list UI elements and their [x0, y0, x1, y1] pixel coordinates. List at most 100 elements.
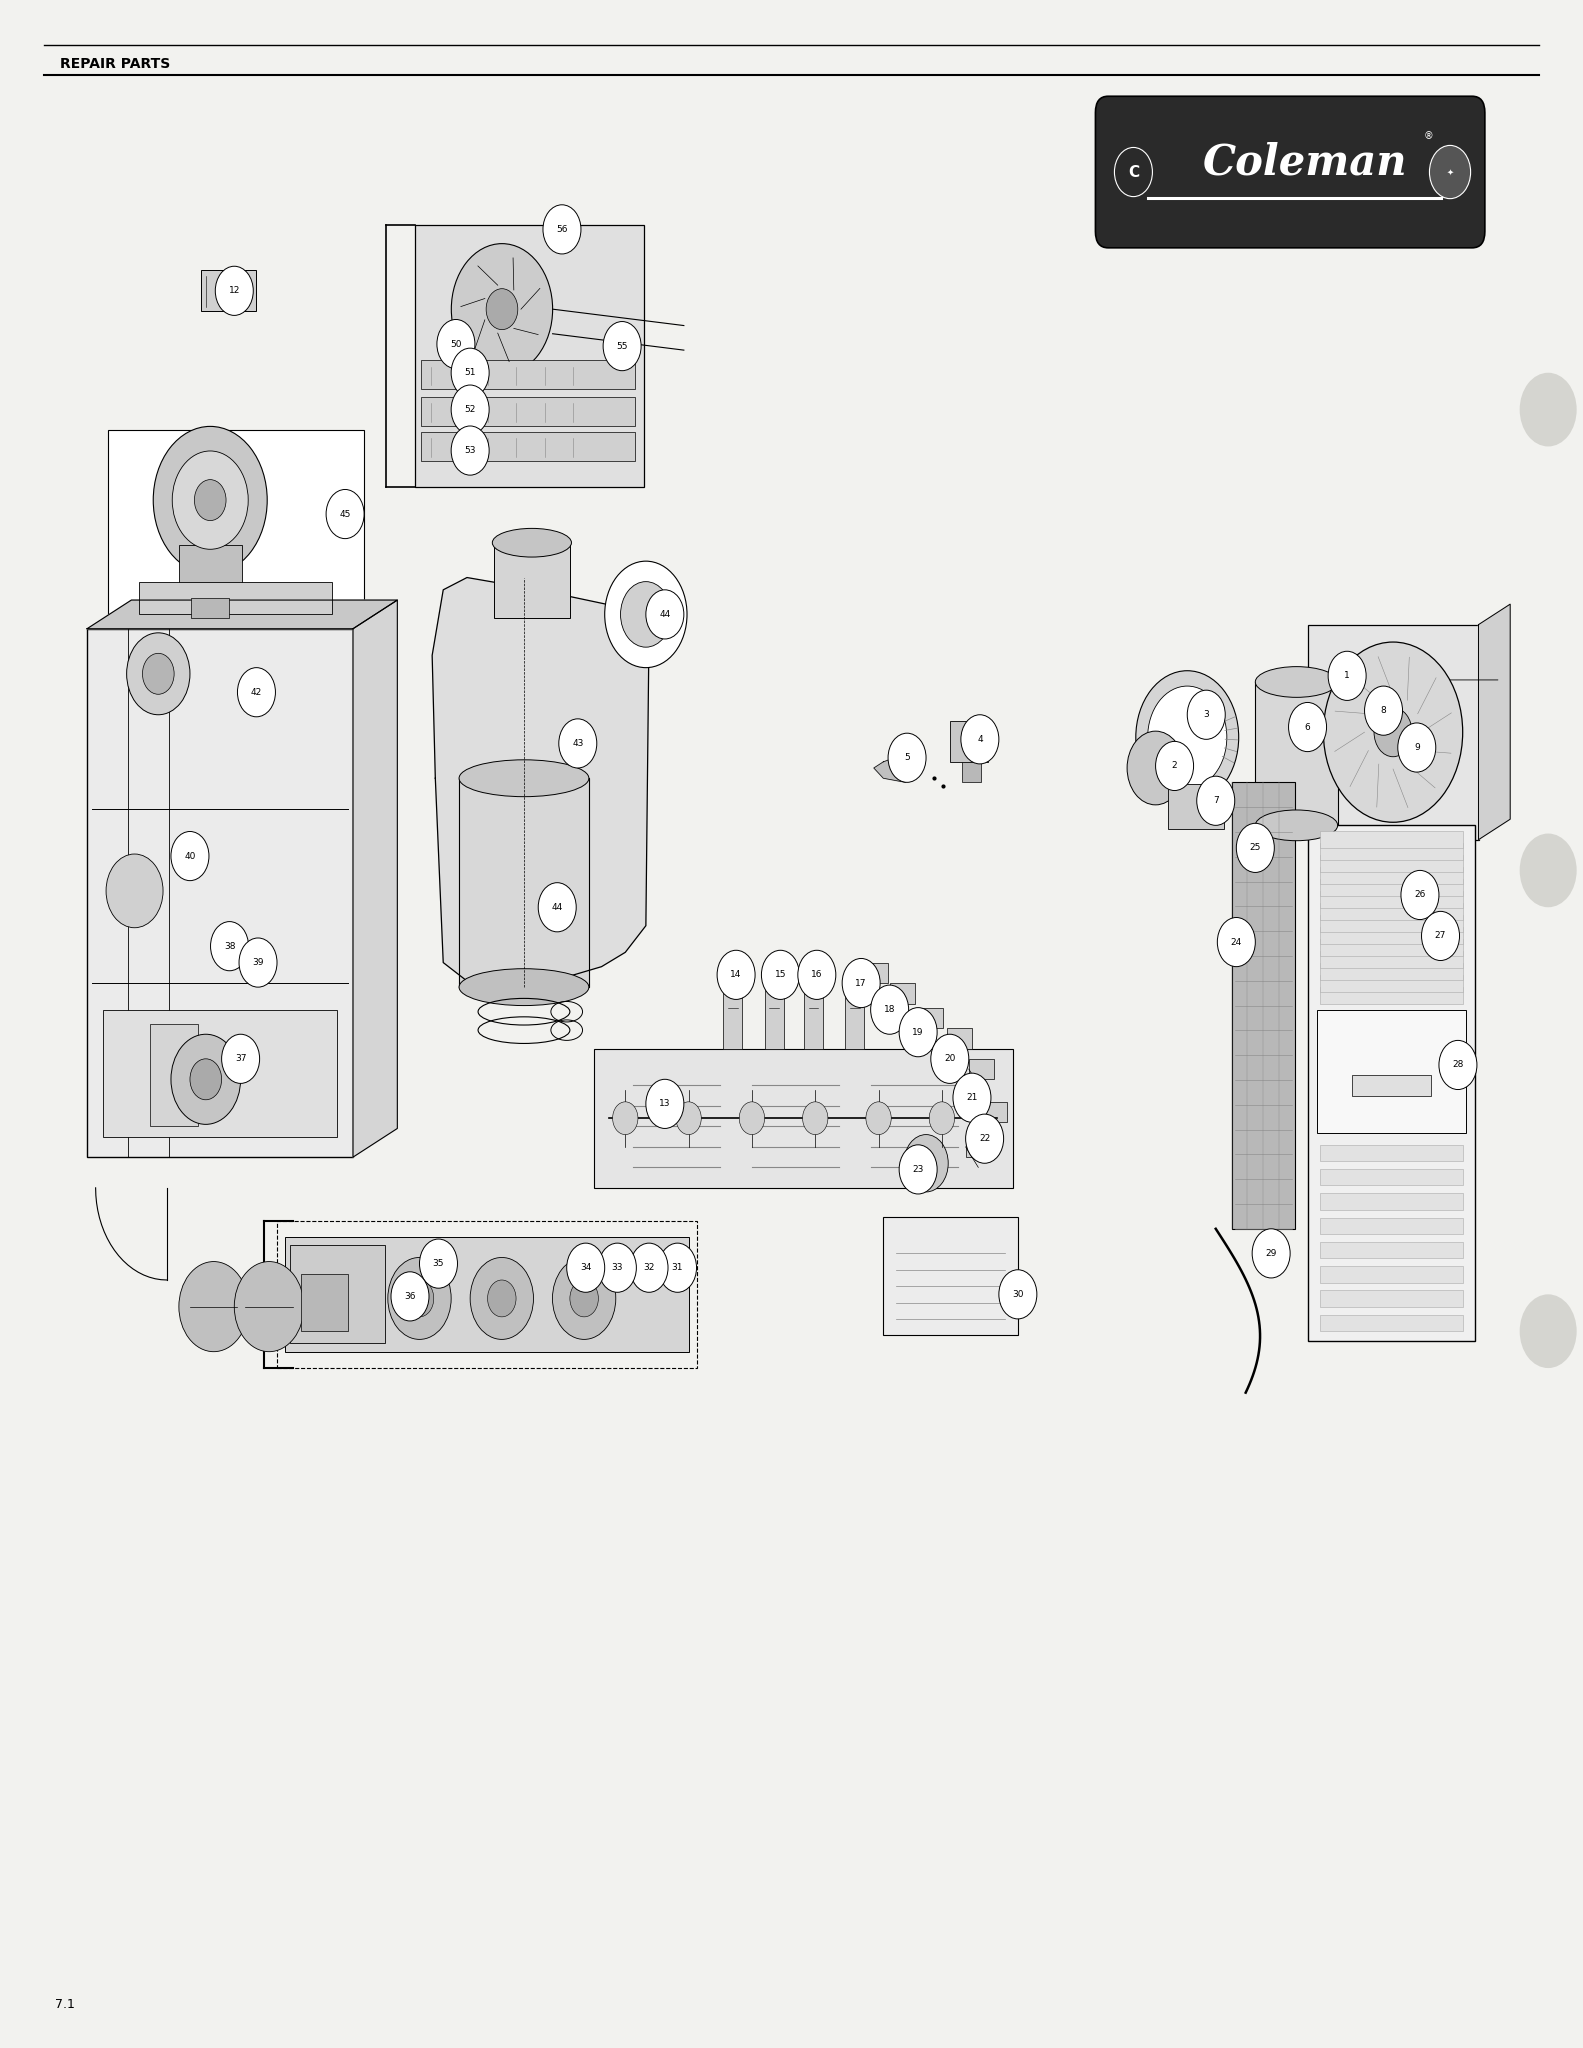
Circle shape: [106, 854, 163, 928]
Circle shape: [190, 1059, 222, 1100]
Bar: [201, 270, 256, 311]
Ellipse shape: [492, 528, 571, 557]
Bar: [969, 1059, 994, 1079]
Text: 2: 2: [1171, 762, 1178, 770]
Circle shape: [1289, 702, 1327, 752]
Circle shape: [842, 958, 880, 1008]
Text: 22: 22: [978, 1135, 991, 1143]
Ellipse shape: [1135, 672, 1238, 803]
Text: 23: 23: [912, 1165, 924, 1174]
Bar: [845, 977, 864, 1049]
Bar: [1317, 1010, 1466, 1133]
Text: 53: 53: [464, 446, 476, 455]
Circle shape: [899, 1008, 937, 1057]
Bar: [1320, 928, 1463, 944]
Bar: [1320, 915, 1463, 932]
Bar: [962, 762, 981, 782]
Bar: [1320, 1315, 1463, 1331]
FancyBboxPatch shape: [1095, 96, 1485, 248]
Text: 7.1: 7.1: [55, 1999, 76, 2011]
Circle shape: [1429, 145, 1471, 199]
Text: 56: 56: [556, 225, 568, 233]
Bar: [950, 721, 988, 762]
Text: 30: 30: [1012, 1290, 1024, 1298]
Bar: [1320, 940, 1463, 956]
Text: 45: 45: [339, 510, 351, 518]
Bar: [494, 541, 570, 618]
Bar: [277, 1221, 697, 1368]
Text: ✦: ✦: [1447, 168, 1453, 176]
Bar: [1320, 866, 1463, 883]
Bar: [415, 225, 644, 487]
Text: 1: 1: [1344, 672, 1350, 680]
Bar: [723, 977, 742, 1049]
Circle shape: [739, 1102, 765, 1135]
Bar: [1320, 1145, 1463, 1161]
Bar: [421, 432, 635, 461]
Bar: [981, 1102, 1007, 1122]
Bar: [918, 1008, 943, 1028]
Text: ®: ®: [1423, 131, 1433, 141]
Text: Coleman: Coleman: [1203, 141, 1407, 184]
Ellipse shape: [1255, 668, 1338, 696]
Text: 39: 39: [252, 958, 264, 967]
Circle shape: [871, 985, 909, 1034]
Bar: [1320, 950, 1463, 967]
Bar: [1308, 625, 1479, 840]
Text: 15: 15: [774, 971, 787, 979]
Bar: [1320, 1169, 1463, 1186]
Bar: [1320, 975, 1463, 991]
Text: 4: 4: [977, 735, 983, 743]
Bar: [1320, 1266, 1463, 1282]
Text: 27: 27: [1434, 932, 1447, 940]
Text: 24: 24: [1230, 938, 1243, 946]
Text: C: C: [1127, 164, 1140, 180]
Bar: [594, 1049, 1013, 1188]
Circle shape: [552, 1257, 616, 1339]
Circle shape: [621, 582, 671, 647]
Text: 17: 17: [855, 979, 867, 987]
Polygon shape: [874, 754, 918, 782]
Circle shape: [1197, 776, 1235, 825]
Text: 32: 32: [643, 1264, 655, 1272]
Bar: [103, 1010, 337, 1137]
Circle shape: [646, 590, 684, 639]
Text: 12: 12: [228, 287, 241, 295]
Circle shape: [1439, 1040, 1477, 1090]
Circle shape: [1374, 709, 1412, 758]
Bar: [1320, 1217, 1463, 1233]
Text: REPAIR PARTS: REPAIR PARTS: [60, 57, 171, 72]
Circle shape: [1520, 373, 1577, 446]
Circle shape: [1365, 686, 1403, 735]
Circle shape: [451, 385, 489, 434]
Polygon shape: [87, 600, 397, 629]
Circle shape: [966, 1114, 1004, 1163]
Bar: [890, 983, 915, 1004]
Circle shape: [961, 715, 999, 764]
Ellipse shape: [459, 969, 589, 1006]
Text: 19: 19: [912, 1028, 924, 1036]
Circle shape: [326, 489, 364, 539]
Bar: [765, 977, 784, 1049]
Circle shape: [127, 633, 190, 715]
Text: 44: 44: [659, 610, 671, 618]
Bar: [421, 360, 635, 389]
Circle shape: [388, 1257, 451, 1339]
Circle shape: [899, 1145, 937, 1194]
Circle shape: [567, 1243, 605, 1292]
Circle shape: [419, 1239, 457, 1288]
Circle shape: [470, 1257, 533, 1339]
Ellipse shape: [1148, 686, 1227, 788]
Circle shape: [1398, 723, 1436, 772]
Circle shape: [222, 1034, 260, 1083]
Circle shape: [154, 426, 268, 573]
Circle shape: [405, 1280, 434, 1317]
Text: 51: 51: [464, 369, 476, 377]
Ellipse shape: [1255, 811, 1338, 840]
Circle shape: [866, 1102, 891, 1135]
Circle shape: [803, 1102, 828, 1135]
Circle shape: [603, 322, 641, 371]
Text: 43: 43: [571, 739, 584, 748]
Circle shape: [1217, 918, 1255, 967]
Bar: [1320, 987, 1463, 1004]
